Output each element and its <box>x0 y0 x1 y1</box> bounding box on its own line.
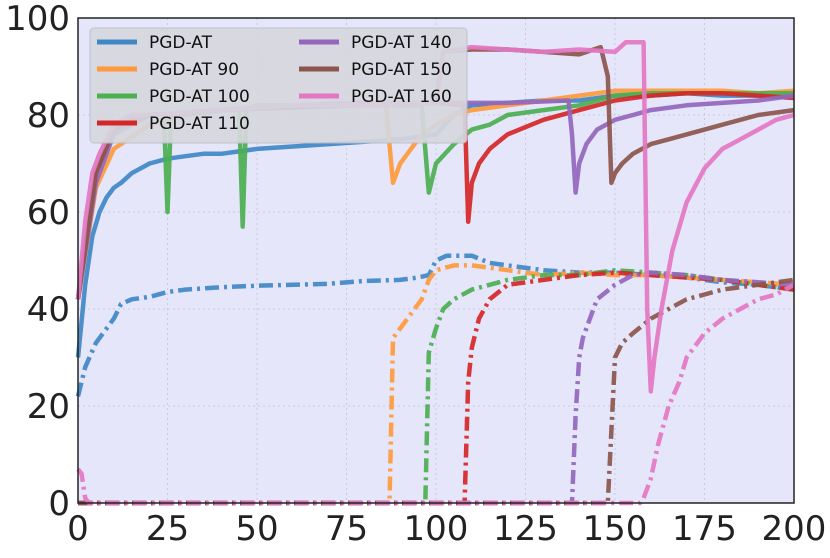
series-4-robust-line <box>78 270 795 506</box>
legend-label-4: PGD-AT 140 <box>351 33 452 53</box>
y-tick-label-0: 0 <box>48 484 70 524</box>
legend-label-2: PGD-AT 100 <box>149 87 250 107</box>
x-tick-label-2: 50 <box>235 509 278 549</box>
x-tick-label-1: 25 <box>146 509 189 549</box>
legend: PGD-AT PGD-AT 90 PGD-AT 100 PGD-AT 110 PGD-A… <box>89 27 468 144</box>
y-tick-label-2: 40 <box>27 290 70 330</box>
x-tick-label-6: 150 <box>583 509 648 549</box>
series-5-robust-line <box>78 277 795 506</box>
plot-frame <box>77 17 795 504</box>
legend-label-6: PGD-AT 160 <box>351 87 452 107</box>
x-tick-label-4: 100 <box>404 509 469 549</box>
x-tick-label-7: 175 <box>672 509 737 549</box>
x-tick-label-8: 200 <box>762 509 827 549</box>
y-tick-label-4: 80 <box>27 96 70 136</box>
legend-label-3: PGD-AT 110 <box>149 114 250 134</box>
series-2-robust-line <box>78 267 795 506</box>
y-tick-label-5: 100 <box>5 0 70 39</box>
legend-box <box>89 27 468 144</box>
legend-label-1: PGD-AT 90 <box>149 60 239 80</box>
series-0-robust-line <box>75 253 795 397</box>
tick-layer: 0 25 50 75 100 125 150 175 200 0 20 40 60 80 100 <box>5 0 826 549</box>
legend-label-0: PGD-AT <box>149 33 213 53</box>
x-tick-label-0: 0 <box>67 509 89 549</box>
legend-label-5: PGD-AT 150 <box>351 60 452 80</box>
x-tick-label-3: 75 <box>325 509 368 549</box>
series-6-robust-line <box>76 282 796 506</box>
y-tick-label-1: 20 <box>27 387 70 427</box>
x-tick-label-5: 125 <box>493 509 558 549</box>
y-tick-label-3: 60 <box>27 193 70 233</box>
